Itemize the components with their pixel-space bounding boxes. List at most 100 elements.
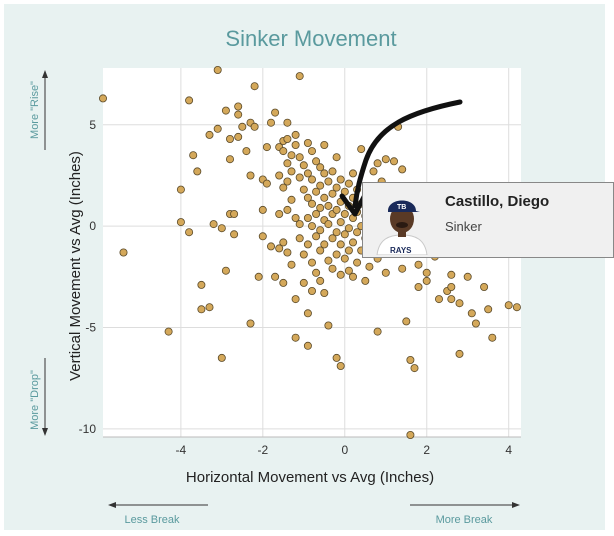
- scatter-point[interactable]: [197, 305, 206, 314]
- scatter-point[interactable]: [316, 203, 325, 212]
- scatter-point[interactable]: [328, 189, 337, 198]
- scatter-point[interactable]: [504, 301, 513, 310]
- scatter-point[interactable]: [344, 266, 353, 275]
- scatter-point[interactable]: [316, 276, 325, 285]
- scatter-point[interactable]: [455, 299, 464, 308]
- scatter-point[interactable]: [291, 140, 300, 149]
- scatter-point[interactable]: [283, 134, 292, 143]
- scatter-point[interactable]: [221, 266, 230, 275]
- scatter-point[interactable]: [402, 317, 411, 326]
- scatter-point[interactable]: [250, 82, 259, 91]
- scatter-point[interactable]: [340, 230, 349, 239]
- scatter-point[interactable]: [340, 187, 349, 196]
- scatter-point[interactable]: [279, 183, 288, 192]
- scatter-point[interactable]: [275, 244, 284, 253]
- scatter-point[interactable]: [406, 355, 415, 364]
- scatter-point[interactable]: [455, 349, 464, 358]
- scatter-point[interactable]: [250, 122, 259, 131]
- scatter-point[interactable]: [221, 106, 230, 115]
- scatter-point[interactable]: [283, 205, 292, 214]
- scatter-point[interactable]: [266, 242, 275, 251]
- scatter-point[interactable]: [336, 361, 345, 370]
- scatter-point[interactable]: [316, 163, 325, 172]
- scatter-point[interactable]: [336, 270, 345, 279]
- scatter-point[interactable]: [279, 147, 288, 156]
- scatter-point[interactable]: [164, 327, 173, 336]
- scatter-point[interactable]: [312, 157, 321, 166]
- scatter-point[interactable]: [307, 258, 316, 267]
- scatter-point[interactable]: [205, 303, 214, 312]
- scatter-point[interactable]: [398, 165, 407, 174]
- scatter-point[interactable]: [258, 232, 267, 241]
- scatter-point[interactable]: [275, 209, 284, 218]
- scatter-point[interactable]: [213, 124, 222, 133]
- scatter-point[interactable]: [381, 155, 390, 164]
- scatter-point[interactable]: [353, 228, 362, 237]
- scatter-point[interactable]: [324, 256, 333, 265]
- scatter-point[interactable]: [287, 195, 296, 204]
- scatter-point[interactable]: [312, 268, 321, 277]
- scatter-point[interactable]: [332, 205, 341, 214]
- scatter-point[interactable]: [295, 153, 304, 162]
- scatter-point[interactable]: [291, 213, 300, 222]
- scatter-point[interactable]: [467, 309, 476, 318]
- scatter-point[interactable]: [332, 250, 341, 259]
- scatter-point[interactable]: [332, 228, 341, 237]
- scatter-point[interactable]: [336, 175, 345, 184]
- scatter-point[interactable]: [225, 155, 234, 164]
- scatter-point[interactable]: [295, 234, 304, 243]
- scatter-point[interactable]: [295, 72, 304, 81]
- scatter-point[interactable]: [291, 295, 300, 304]
- scatter-point[interactable]: [471, 319, 480, 328]
- scatter-point[interactable]: [320, 288, 329, 297]
- scatter-point[interactable]: [283, 177, 292, 186]
- scatter-point[interactable]: [353, 258, 362, 267]
- scatter-point[interactable]: [336, 240, 345, 249]
- scatter-point[interactable]: [299, 185, 308, 194]
- scatter-point[interactable]: [324, 321, 333, 330]
- scatter-point[interactable]: [316, 246, 325, 255]
- scatter-point[interactable]: [488, 333, 497, 342]
- scatter-point[interactable]: [328, 234, 337, 243]
- scatter-point[interactable]: [344, 179, 353, 188]
- scatter-point[interactable]: [234, 132, 243, 141]
- scatter-point[interactable]: [414, 282, 423, 291]
- scatter-point[interactable]: [410, 364, 419, 373]
- scatter-point[interactable]: [320, 140, 329, 149]
- scatter-point[interactable]: [287, 151, 296, 160]
- scatter-point[interactable]: [422, 276, 431, 285]
- scatter-point[interactable]: [238, 122, 247, 131]
- scatter-point[interactable]: [312, 187, 321, 196]
- scatter-point[interactable]: [381, 268, 390, 277]
- scatter-point[interactable]: [422, 268, 431, 277]
- scatter-point[interactable]: [283, 118, 292, 127]
- scatter-point[interactable]: [307, 175, 316, 184]
- scatter-point[interactable]: [344, 246, 353, 255]
- scatter-point[interactable]: [258, 205, 267, 214]
- scatter-point[interactable]: [312, 232, 321, 241]
- scatter-point[interactable]: [324, 177, 333, 186]
- scatter-point[interactable]: [275, 171, 284, 180]
- scatter-point[interactable]: [262, 179, 271, 188]
- scatter-point[interactable]: [279, 238, 288, 247]
- scatter-point[interactable]: [434, 295, 443, 304]
- scatter-point[interactable]: [512, 303, 521, 312]
- scatter-point[interactable]: [217, 353, 226, 362]
- scatter-point[interactable]: [373, 327, 382, 336]
- scatter-point[interactable]: [295, 173, 304, 182]
- scatter-point[interactable]: [303, 193, 312, 202]
- scatter-point[interactable]: [242, 147, 251, 156]
- scatter-point[interactable]: [348, 169, 357, 178]
- scatter-point[interactable]: [447, 295, 456, 304]
- scatter-point[interactable]: [213, 66, 222, 75]
- scatter-point[interactable]: [320, 169, 329, 178]
- scatter-point[interactable]: [303, 309, 312, 318]
- scatter-point[interactable]: [316, 181, 325, 190]
- scatter-point[interactable]: [283, 248, 292, 257]
- scatter-point[interactable]: [316, 226, 325, 235]
- scatter-point[interactable]: [230, 209, 239, 218]
- scatter-point[interactable]: [303, 169, 312, 178]
- scatter-point[interactable]: [332, 153, 341, 162]
- scatter-point[interactable]: [283, 159, 292, 168]
- scatter-point[interactable]: [271, 272, 280, 281]
